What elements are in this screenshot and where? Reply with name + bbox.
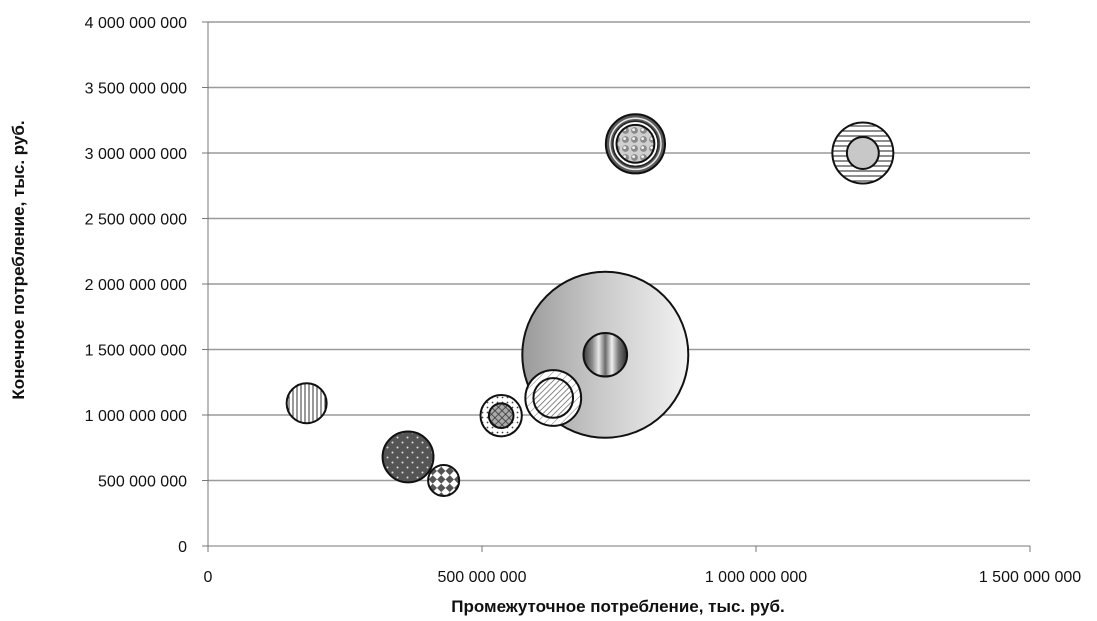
y-tick-label: 2 000 000 000 xyxy=(85,277,187,294)
bubble-diagonal-dense xyxy=(532,377,575,419)
x-tick-label: 500 000 000 xyxy=(438,569,527,586)
y-tick-label: 1 500 000 000 xyxy=(85,343,187,360)
x-axis-title: Промежуточное потребление, тыс. руб. xyxy=(451,597,785,616)
bubble-vertical-lines xyxy=(285,382,328,425)
tick-labels: 0 500 000 000 1 000 000 000 1 500 000 000 2 … xyxy=(85,15,1082,586)
y-axis-title: Конечное потребление, тыс. руб. xyxy=(9,120,28,399)
y-tick-label: 3 000 000 000 xyxy=(85,146,187,163)
bubble-dark-dots xyxy=(381,430,435,484)
bubble-sphere-dots xyxy=(615,123,656,164)
bubbles xyxy=(285,113,895,498)
axes xyxy=(202,21,1031,552)
y-tick-label: 2 500 000 000 xyxy=(85,212,187,229)
x-tick-label: 1 500 000 000 xyxy=(979,569,1081,586)
bubble-gradient-vertical xyxy=(582,331,629,378)
bubble-crosshatch-dark xyxy=(487,402,515,429)
y-tick-label: 3 500 000 000 xyxy=(85,81,187,98)
bubble-light-gray xyxy=(845,136,880,170)
x-tick-label: 1 000 000 000 xyxy=(705,569,807,586)
y-tick-label: 1 000 000 000 xyxy=(85,408,187,425)
bubble-ring-highlight xyxy=(609,117,662,171)
x-tick-label: 0 xyxy=(204,569,213,586)
y-tick-label: 500 000 000 xyxy=(98,474,187,491)
y-tick-label: 4 000 000 000 xyxy=(85,15,187,32)
bubble-diamond-checker xyxy=(427,463,461,498)
y-tick-label: 0 xyxy=(178,539,187,556)
